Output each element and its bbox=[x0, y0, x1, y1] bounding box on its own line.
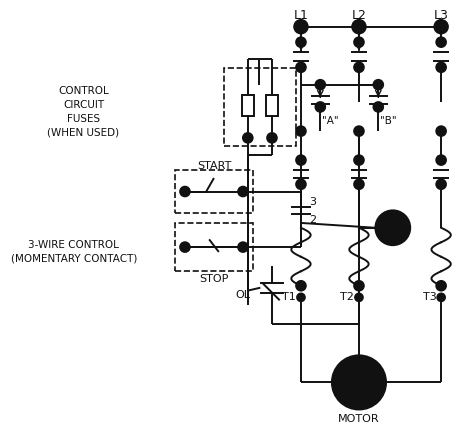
Circle shape bbox=[436, 37, 446, 47]
Circle shape bbox=[267, 133, 277, 143]
Text: CONTROL
CIRCUIT
FUSES
(WHEN USED): CONTROL CIRCUIT FUSES (WHEN USED) bbox=[47, 86, 119, 138]
Circle shape bbox=[352, 20, 366, 34]
Circle shape bbox=[243, 133, 253, 143]
Circle shape bbox=[296, 281, 306, 291]
Circle shape bbox=[296, 126, 306, 136]
Text: "A": "A" bbox=[322, 117, 339, 126]
Circle shape bbox=[374, 80, 383, 89]
Circle shape bbox=[296, 62, 306, 72]
Circle shape bbox=[354, 62, 364, 72]
Circle shape bbox=[316, 102, 325, 112]
Circle shape bbox=[238, 242, 248, 252]
Text: STOP: STOP bbox=[199, 274, 228, 284]
Circle shape bbox=[296, 155, 306, 165]
Text: OL: OL bbox=[236, 290, 251, 301]
Circle shape bbox=[355, 294, 363, 301]
Text: T1: T1 bbox=[283, 292, 296, 302]
Circle shape bbox=[180, 242, 190, 252]
Circle shape bbox=[296, 179, 306, 189]
Circle shape bbox=[354, 281, 364, 291]
Text: START: START bbox=[197, 161, 231, 171]
Text: 3-WIRE CONTROL
(MOMENTARY CONTACT): 3-WIRE CONTROL (MOMENTARY CONTACT) bbox=[10, 240, 137, 264]
Bar bbox=[266, 95, 278, 116]
Bar bbox=[175, 223, 253, 271]
Circle shape bbox=[436, 179, 446, 189]
Bar bbox=[175, 170, 253, 213]
Circle shape bbox=[296, 37, 306, 47]
Text: M: M bbox=[351, 375, 366, 390]
Circle shape bbox=[436, 155, 446, 165]
Circle shape bbox=[354, 37, 364, 47]
Text: MOTOR: MOTOR bbox=[338, 414, 380, 424]
Circle shape bbox=[374, 102, 383, 112]
Circle shape bbox=[436, 281, 446, 291]
Bar bbox=[224, 68, 296, 146]
Circle shape bbox=[438, 294, 445, 301]
Text: 3: 3 bbox=[309, 197, 316, 207]
Text: "B": "B" bbox=[380, 117, 397, 126]
Circle shape bbox=[354, 126, 364, 136]
Text: 2: 2 bbox=[309, 215, 316, 225]
Circle shape bbox=[332, 355, 386, 409]
Text: T3: T3 bbox=[422, 292, 436, 302]
Circle shape bbox=[180, 187, 190, 197]
Circle shape bbox=[436, 126, 446, 136]
Text: T2: T2 bbox=[340, 292, 354, 302]
Circle shape bbox=[297, 294, 305, 301]
Circle shape bbox=[375, 210, 410, 245]
Text: L3: L3 bbox=[434, 9, 448, 22]
Text: L2: L2 bbox=[352, 9, 366, 22]
Text: L1: L1 bbox=[293, 9, 309, 22]
Circle shape bbox=[294, 20, 308, 34]
Circle shape bbox=[434, 20, 448, 34]
Circle shape bbox=[354, 155, 364, 165]
Circle shape bbox=[316, 80, 325, 89]
Circle shape bbox=[436, 62, 446, 72]
Circle shape bbox=[238, 187, 248, 197]
Bar bbox=[242, 95, 254, 116]
Circle shape bbox=[354, 179, 364, 189]
